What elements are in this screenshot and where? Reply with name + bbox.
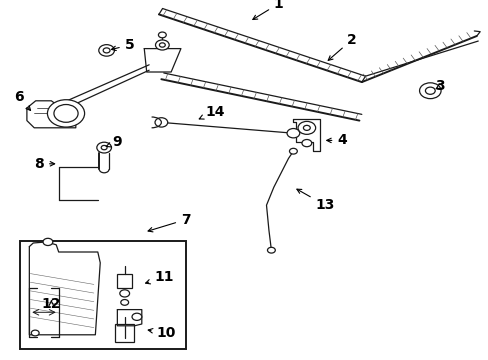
- Text: 13: 13: [296, 189, 334, 212]
- Text: 10: 10: [148, 326, 176, 340]
- Text: 9: 9: [106, 135, 122, 149]
- Circle shape: [121, 300, 128, 305]
- Bar: [117, 274, 132, 288]
- Text: 8: 8: [34, 157, 55, 171]
- Circle shape: [155, 118, 167, 127]
- Circle shape: [303, 125, 309, 130]
- Circle shape: [43, 238, 53, 246]
- Circle shape: [425, 87, 434, 94]
- Circle shape: [155, 40, 169, 50]
- Circle shape: [419, 83, 440, 99]
- Circle shape: [301, 139, 311, 147]
- Text: 14: 14: [199, 105, 224, 119]
- Circle shape: [158, 32, 166, 38]
- Circle shape: [47, 100, 84, 127]
- Circle shape: [297, 121, 315, 134]
- Text: 6: 6: [14, 90, 30, 111]
- Text: 12: 12: [41, 297, 61, 311]
- Text: 11: 11: [145, 270, 173, 284]
- Bar: [115, 324, 134, 342]
- Bar: [20, 241, 185, 349]
- Text: 4: 4: [326, 134, 346, 147]
- Text: 1: 1: [252, 0, 283, 19]
- Circle shape: [101, 145, 107, 150]
- Circle shape: [99, 45, 114, 56]
- Circle shape: [97, 142, 111, 153]
- Circle shape: [289, 148, 297, 154]
- Text: 2: 2: [327, 33, 356, 60]
- Circle shape: [54, 104, 78, 122]
- Circle shape: [159, 43, 165, 47]
- Circle shape: [286, 129, 299, 138]
- Circle shape: [120, 290, 129, 297]
- Circle shape: [267, 247, 275, 253]
- Text: 7: 7: [148, 213, 190, 232]
- Text: 5: 5: [111, 38, 134, 52]
- Circle shape: [103, 48, 110, 53]
- Circle shape: [132, 313, 142, 320]
- Circle shape: [31, 330, 39, 336]
- Text: 3: 3: [434, 80, 444, 93]
